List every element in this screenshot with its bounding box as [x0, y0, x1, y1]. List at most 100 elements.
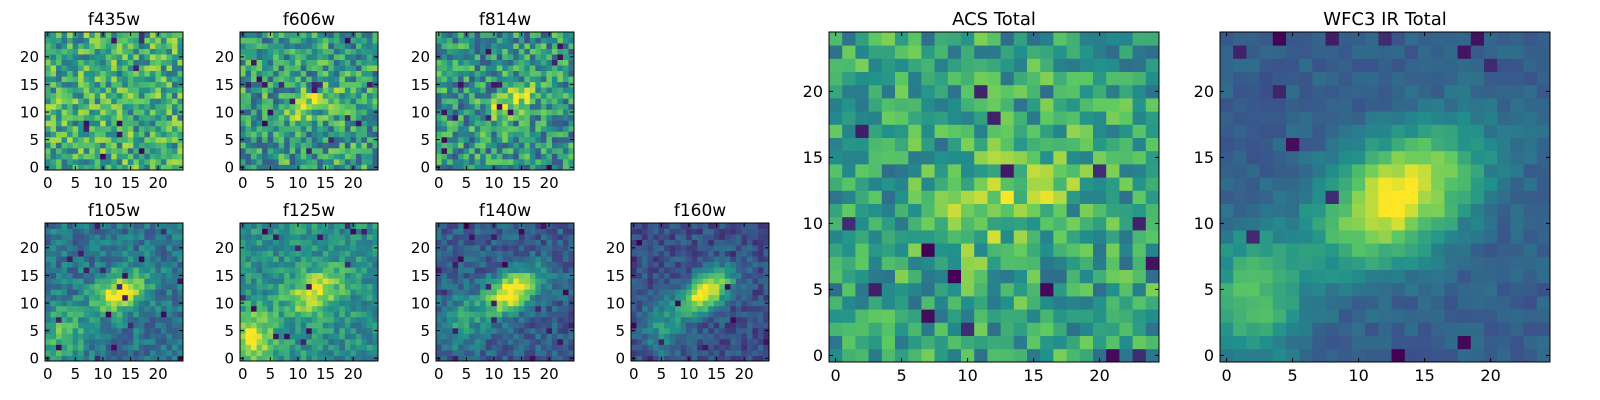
y-tick-label: 10 — [20, 294, 39, 312]
axes-frame — [435, 31, 575, 171]
x-tick-label: 5 — [1288, 366, 1298, 385]
x-tick-label: 5 — [71, 174, 81, 192]
y-tick-label: 0 — [224, 350, 234, 368]
panel-title: f435w — [88, 10, 140, 30]
axes-frame — [435, 222, 575, 362]
y-tick-label: 20 — [20, 239, 39, 257]
x-tick-label: 10 — [484, 174, 503, 192]
y-tick-label: 15 — [606, 267, 625, 285]
y-tick-label: 15 — [20, 267, 39, 285]
panel-title: ACS Total — [952, 9, 1036, 30]
y-tick-label: 0 — [29, 159, 39, 177]
x-tick-label: 10 — [957, 366, 977, 385]
y-tick-label: 5 — [224, 131, 234, 149]
x-tick-label: 15 — [512, 174, 531, 192]
heatmap-image — [1220, 32, 1551, 363]
heatmap-image — [240, 32, 379, 171]
x-tick-label: 10 — [1348, 366, 1368, 385]
x-tick-label: 15 — [316, 365, 335, 383]
panel-title: f125w — [283, 201, 335, 221]
panel-title: f606w — [283, 10, 335, 30]
x-tick-label: 5 — [266, 365, 276, 383]
x-tick-label: 5 — [897, 366, 907, 385]
x-tick-label: 20 — [344, 174, 363, 192]
panel-title: WFC3 IR Total — [1323, 9, 1446, 30]
y-tick-label: 10 — [803, 214, 823, 233]
x-tick-label: 5 — [462, 174, 472, 192]
heatmap-image — [829, 32, 1160, 363]
y-tick-label: 10 — [20, 103, 39, 121]
panel-7: ACS Total 0 5 10 15 20 0 5 10 15 20 — [803, 9, 1160, 385]
y-tick-label: 20 — [1194, 82, 1214, 101]
x-tick-label: 0 — [434, 365, 444, 383]
heatmap-image — [240, 223, 379, 362]
y-tick-label: 0 — [420, 159, 430, 177]
y-tick-label: 10 — [215, 294, 234, 312]
axes-frame — [1219, 31, 1551, 363]
axes-frame — [630, 222, 770, 362]
y-tick-label: 15 — [411, 267, 430, 285]
y-tick-label: 5 — [29, 322, 39, 340]
y-tick-label: 20 — [215, 48, 234, 66]
y-tick-label: 15 — [215, 76, 234, 94]
y-tick-label: 0 — [29, 350, 39, 368]
x-tick-label: 20 — [1480, 366, 1500, 385]
x-tick-label: 15 — [121, 365, 140, 383]
x-tick-label: 5 — [266, 174, 276, 192]
y-tick-label: 15 — [803, 148, 823, 167]
y-tick-label: 15 — [1194, 148, 1214, 167]
x-tick-label: 10 — [93, 174, 112, 192]
x-tick-label: 5 — [657, 365, 667, 383]
x-tick-label: 0 — [43, 365, 53, 383]
axes-frame — [239, 31, 379, 171]
y-tick-label: 5 — [224, 322, 234, 340]
y-tick-label: 20 — [606, 239, 625, 257]
y-tick-label: 0 — [615, 350, 625, 368]
y-tick-label: 10 — [606, 294, 625, 312]
y-tick-label: 15 — [20, 76, 39, 94]
x-tick-label: 15 — [512, 365, 531, 383]
y-tick-label: 0 — [1204, 346, 1214, 365]
y-tick-label: 20 — [411, 48, 430, 66]
x-tick-label: 0 — [43, 174, 53, 192]
axes-frame — [828, 31, 1160, 363]
axes-frame — [44, 222, 184, 362]
axes-frame — [44, 31, 184, 171]
heatmap-image — [45, 32, 184, 171]
panel-title: f105w — [88, 201, 140, 221]
heatmap-image — [436, 223, 575, 362]
x-tick-label: 10 — [288, 365, 307, 383]
x-tick-label: 10 — [288, 174, 307, 192]
y-tick-label: 5 — [615, 322, 625, 340]
x-tick-label: 20 — [735, 365, 754, 383]
x-tick-label: 5 — [71, 365, 81, 383]
heatmap-image — [45, 223, 184, 362]
y-tick-label: 0 — [420, 350, 430, 368]
x-tick-label: 15 — [121, 174, 140, 192]
y-tick-label: 5 — [29, 131, 39, 149]
y-tick-label: 10 — [215, 103, 234, 121]
y-tick-label: 5 — [813, 280, 823, 299]
y-tick-label: 10 — [411, 103, 430, 121]
y-tick-label: 0 — [813, 346, 823, 365]
x-tick-label: 0 — [1222, 366, 1232, 385]
y-tick-label: 15 — [215, 267, 234, 285]
y-tick-label: 5 — [1204, 280, 1214, 299]
y-tick-label: 10 — [1194, 214, 1214, 233]
y-tick-label: 20 — [20, 48, 39, 66]
x-tick-label: 10 — [679, 365, 698, 383]
x-tick-label: 20 — [344, 365, 363, 383]
panel-title: f814w — [479, 10, 531, 30]
y-tick-label: 10 — [411, 294, 430, 312]
y-tick-label: 20 — [803, 82, 823, 101]
y-tick-label: 20 — [411, 239, 430, 257]
x-tick-label: 0 — [238, 174, 248, 192]
x-tick-label: 0 — [629, 365, 639, 383]
x-tick-label: 15 — [316, 174, 335, 192]
